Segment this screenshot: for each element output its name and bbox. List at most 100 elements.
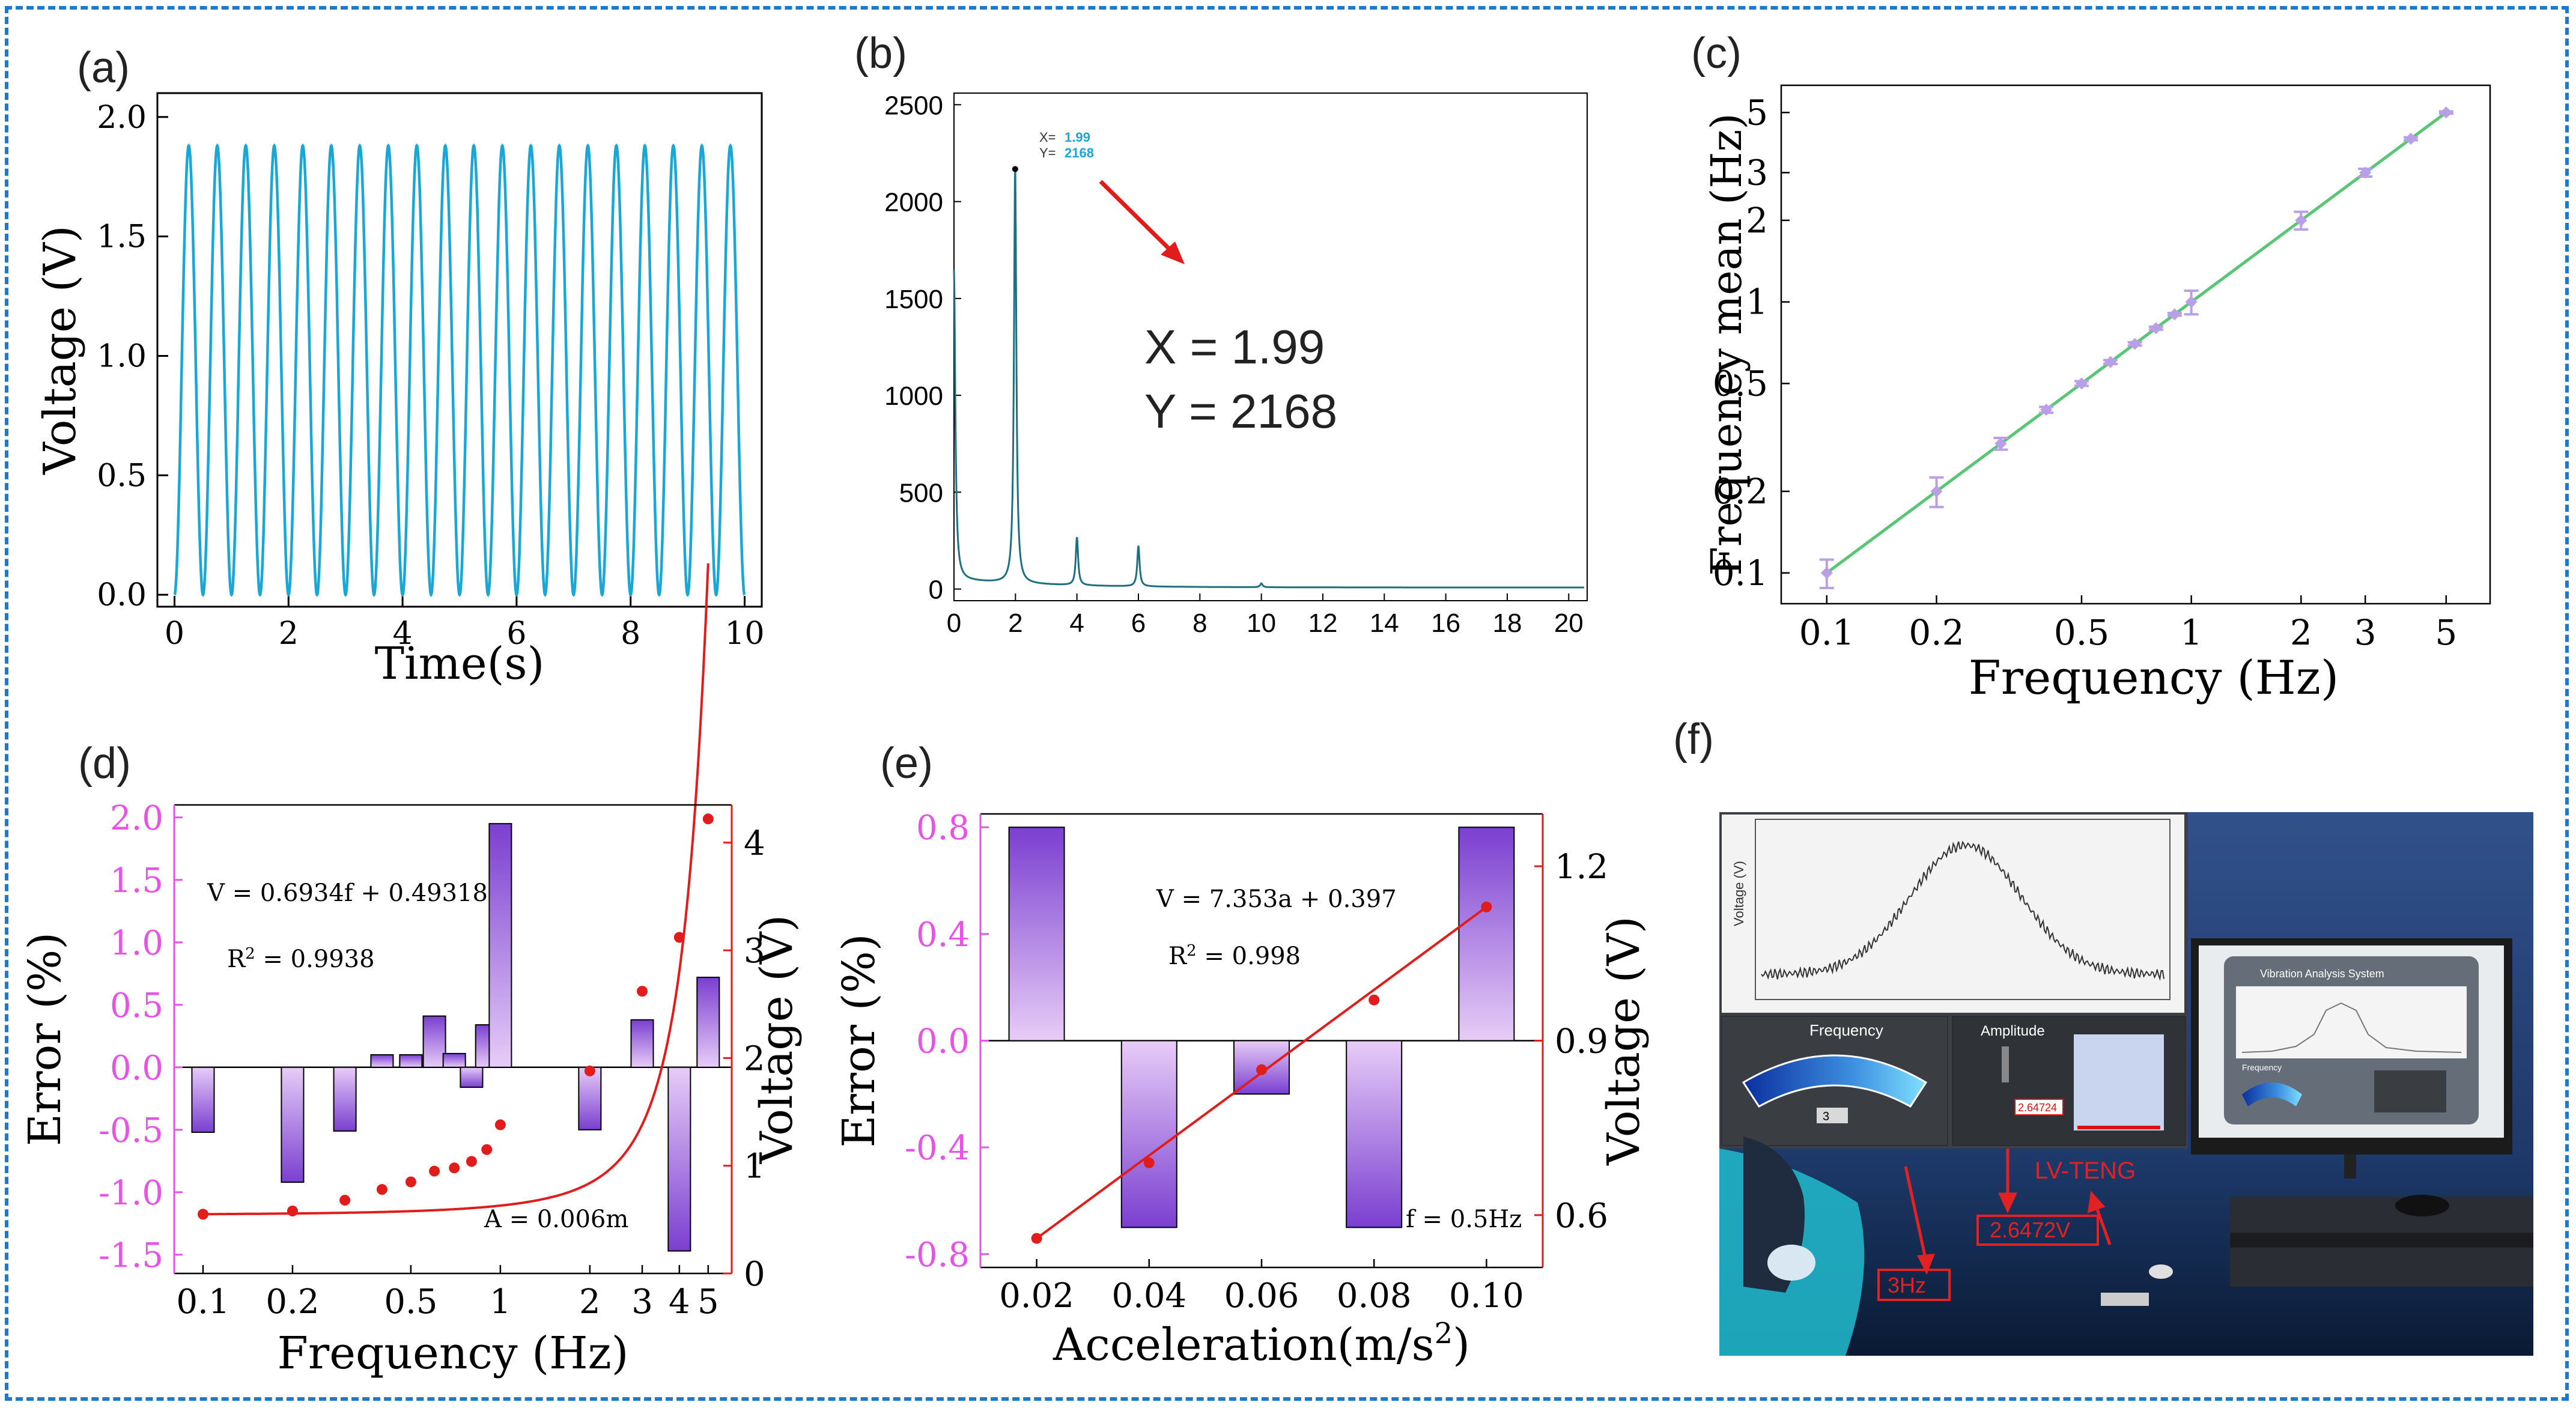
chart-b-xtick-label-3: 6	[1131, 608, 1146, 638]
panel-label-a: (a)	[77, 44, 130, 92]
chart-e-xlabel: Acceleration(m/s2)	[1053, 1317, 1470, 1371]
chart-d-voltage-point-0	[197, 1209, 208, 1220]
chart-d-bar-5	[422, 1015, 446, 1068]
chart-b-xtick-label-8: 16	[1431, 608, 1460, 638]
chart-b-ytick-label-1: 500	[899, 478, 943, 508]
chart-a-ytick-label-3: 1.5	[97, 219, 147, 255]
chart-d-voltage-point-8	[481, 1144, 493, 1155]
chart-a-xtick-label-0: 0	[165, 616, 184, 652]
chart-d-xtick-label-6: 4	[669, 1282, 690, 1322]
chart-d-bar-2	[333, 1066, 357, 1132]
chart-a-ylabel: Voltage (V)	[34, 225, 86, 475]
chart-e-ytick-left-label-2: 0.0	[916, 1022, 970, 1061]
chart-c-ytick-label-1: 0.2	[1713, 471, 1768, 512]
chart-e-r2: R2 = 0.998	[1168, 942, 1301, 970]
photo-freq-gauge	[1742, 1054, 1928, 1108]
chart-d-ytick-left-label-6: 1.5	[110, 861, 163, 900]
chart-d-ytick-left-label-3: 0.0	[110, 1049, 163, 1088]
chart-d-ylabel-left: Error (%)	[19, 932, 71, 1146]
chart-b-xtick-label-6: 12	[1308, 608, 1338, 638]
chart-d-equation: V = 0.6934f + 0.49318	[207, 879, 488, 907]
chart-e-bar-4	[1458, 827, 1515, 1042]
chart-a-ytick-label-4: 2.0	[97, 100, 147, 136]
chart-b-xtick-label-7: 14	[1370, 608, 1399, 638]
chart-e-voltage-point-0	[1031, 1233, 1042, 1244]
chart-a-xtick-label-4: 8	[621, 616, 640, 652]
chart-c-point-9	[2185, 296, 2198, 308]
chart-d-xtick-label-3: 1	[490, 1282, 511, 1322]
chart-c-point-2	[1994, 437, 2007, 450]
chart-a: 0 2 4 6 8 10 0.0 0.5 1.0 1.5 2.0 Time(s) Voltage (V)	[34, 92, 765, 690]
chart-d-voltage-point-2	[339, 1195, 351, 1206]
chart-a-xtick-label-1: 2	[279, 616, 299, 652]
chart-d-xtick-label-4: 2	[579, 1282, 601, 1322]
chart-b-annotation-1: Y = 2168	[1144, 384, 1337, 438]
chart-d-ytick-left-label-1: -1.0	[99, 1174, 163, 1213]
chart-c-xtick-label-5: 3	[2354, 612, 2377, 653]
chart-d-bar-4	[399, 1054, 423, 1068]
chart-d-voltage-point-12	[673, 932, 685, 943]
chart-a-xlabel: Time(s)	[375, 638, 545, 690]
panel-label-e: (e)	[880, 739, 933, 787]
chart-a-ytick-label-2: 1.0	[97, 338, 147, 374]
photo-annotation-teng: LV-TENG	[2035, 1158, 2136, 1184]
panel-label-b: (b)	[854, 29, 907, 77]
chart-b-ytick-label-3: 1500	[884, 285, 943, 314]
chart-a-xtick-label-5: 10	[724, 616, 764, 652]
chart-e-bar-3	[1346, 1040, 1403, 1228]
chart-e-ylabel-right: Voltage (V)	[1598, 916, 1650, 1166]
chart-d-r2-sup: 2	[245, 945, 255, 963]
chart-e-note: f = 0.5Hz	[1406, 1206, 1522, 1233]
photo-annotation-voltage: 2.6472V	[1990, 1218, 2070, 1242]
chart-c-ytick-label-3: 1	[1746, 282, 1768, 323]
chart-b-xtick-label-1: 2	[1008, 608, 1022, 638]
chart-d-xtick-label-2: 0.5	[384, 1282, 437, 1322]
chart-c-point-11	[2359, 166, 2372, 179]
chart-e-voltage-point-2	[1256, 1064, 1267, 1075]
chart-c-xtick-label-0: 0.1	[1799, 612, 1855, 653]
chart-d-ylabel-right: Voltage (V)	[751, 915, 803, 1165]
photo-annotation-freq: 3Hz	[1888, 1273, 1926, 1297]
chart-e-xlabel-main: Acceleration(m/s	[1053, 1319, 1435, 1371]
chart-e-r2-prefix: R	[1168, 942, 1188, 970]
chart-d-voltage-point-10	[584, 1065, 595, 1076]
chart-d-xlabel-main: Frequency (Hz)	[277, 1328, 628, 1379]
chart-b-ytick-label-5: 2500	[884, 91, 943, 120]
chart-d-bar-7	[460, 1066, 484, 1088]
chart-b-xtick-label-5: 10	[1247, 608, 1276, 638]
chart-c-ytick-label-6: 5	[1746, 92, 1768, 133]
chart-e-voltage-point-4	[1481, 901, 1492, 912]
chart-a-ytick-label-1: 0.5	[97, 458, 147, 494]
chart-d-bar-13	[696, 977, 720, 1068]
chart-d-ytick-right-label-4: 4	[744, 824, 765, 863]
chart-b-xtick-label-10: 20	[1554, 608, 1584, 638]
chart-d: 0.1 0.2 0.5 1 2 3 4 5-1.5-1.0-0.50.00.51.01.52.…	[19, 563, 803, 1379]
chart-c-xtick-label-2: 0.5	[2054, 612, 2109, 653]
chart-c-point-3	[2040, 404, 2053, 416]
chart-e-xtick-label-3: 0.08	[1337, 1276, 1412, 1315]
chart-e-xlabel-sup: 2	[1435, 1317, 1453, 1350]
chart-d-xtick-label-5: 3	[631, 1282, 653, 1322]
chart-e-xtick-label-4: 0.10	[1449, 1276, 1524, 1315]
chart-c-point-4	[2075, 377, 2088, 390]
chart-c: 0.1 0.2 0.5 1 2 3 5 0.1 0.2 0.5 1 2 3 5 Frequency (Hz)…	[1702, 84, 2491, 705]
chart-d-voltage-point-6	[449, 1162, 460, 1174]
chart-e-ytick-left-label-3: 0.4	[916, 915, 970, 954]
chart-d-voltage-point-7	[466, 1156, 477, 1167]
chart-b-arrow-shaft	[1099, 180, 1174, 254]
chart-c-point-12	[2405, 133, 2417, 145]
chart-e-xtick-label-2: 0.06	[1224, 1276, 1299, 1315]
photo-monitor-title: Vibration Analysis System	[2260, 968, 2384, 980]
chart-d-voltage-point-3	[376, 1184, 387, 1195]
chart-d-ytick-right-label-0: 0	[744, 1255, 765, 1294]
chart-d-xlabel: Frequency (Hz)	[277, 1328, 628, 1379]
chart-d-note: A = 0.006m	[484, 1206, 628, 1233]
figure-frame	[5, 6, 2569, 1401]
chart-b-xtick-label-0: 0	[947, 608, 961, 638]
chart-a-frame	[156, 92, 763, 608]
chart-b-datatip-marker	[1012, 166, 1018, 172]
chart-b-datatip-xvalue: 1.99	[1065, 130, 1090, 145]
chart-a-series-line	[173, 143, 746, 598]
chart-d-xtick-label-0: 0.1	[176, 1282, 229, 1322]
